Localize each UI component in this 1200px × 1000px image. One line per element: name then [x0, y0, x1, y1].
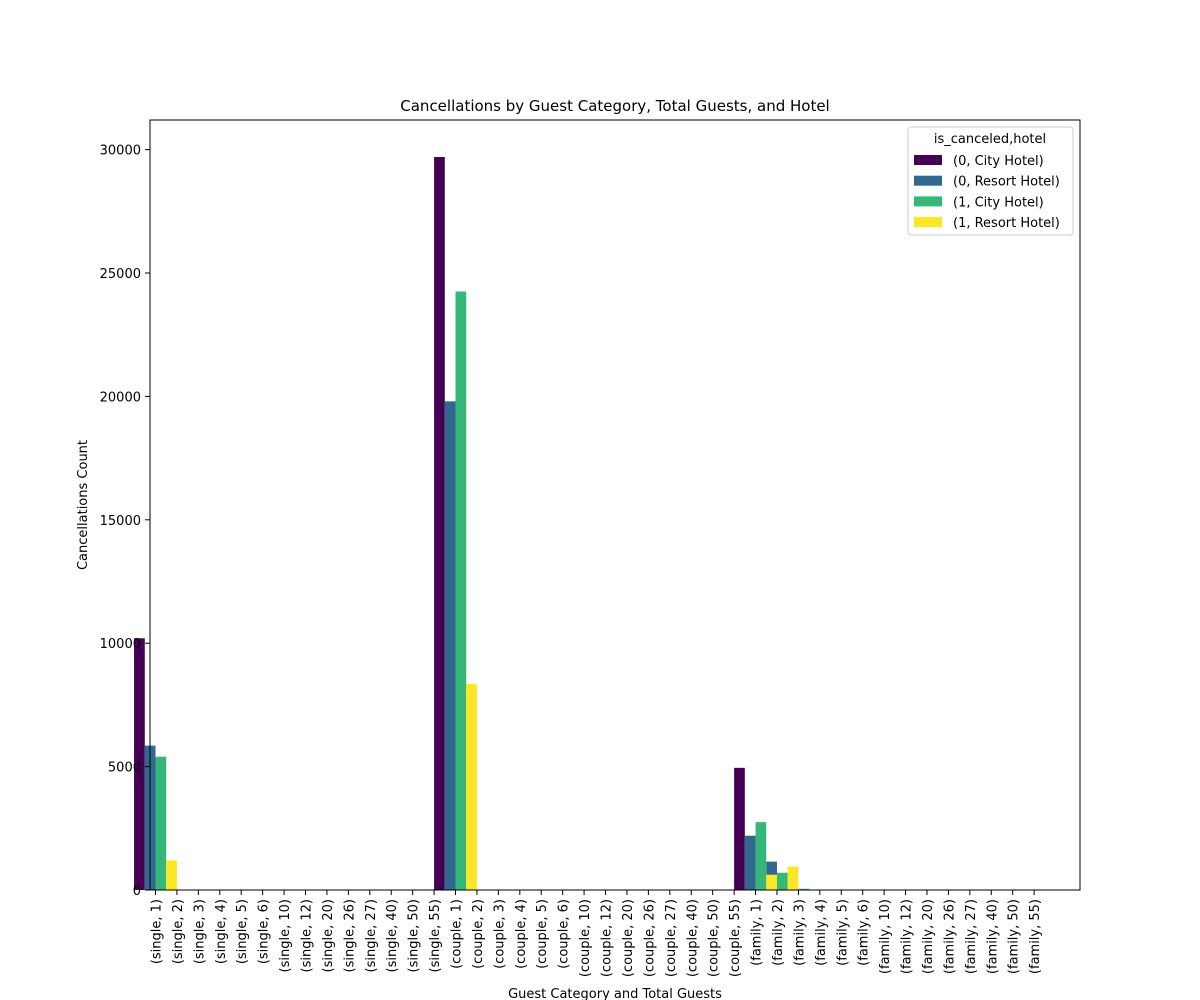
- x-tick-label-41: (family, 50): [1007, 899, 1022, 974]
- x-tick-label-8: (single, 12): [300, 899, 315, 972]
- legend-swatch-1: [914, 155, 942, 165]
- legend-label-2: (0, Resort Hotel): [953, 175, 1060, 190]
- bar-1-15: [434, 157, 445, 890]
- x-tick-label-18: (couple, 4): [514, 899, 529, 969]
- x-tick-label-17: (couple, 3): [492, 899, 507, 969]
- x-tick-label-4: (single, 4): [214, 899, 229, 964]
- legend-swatch-4: [914, 217, 942, 228]
- plot-frame: [149, 119, 1081, 891]
- bar-2-29: [744, 835, 756, 890]
- bar-2-15: [444, 401, 456, 890]
- x-tick-label-27: (couple, 50): [707, 899, 722, 977]
- bar-3-31: [798, 888, 810, 890]
- legend-label-3: (1, City Hotel): [953, 195, 1044, 210]
- bar-3-15: [455, 291, 467, 890]
- y-tick-label-1: 0: [133, 884, 141, 899]
- x-tick-label-28: (couple, 55): [728, 899, 743, 977]
- legend-label-4: (1, Resort Hotel): [953, 216, 1060, 231]
- x-tick-label-21: (couple, 10): [578, 899, 593, 977]
- x-tick-label-1: (single, 1): [150, 899, 165, 964]
- x-tick-label-34: (family, 6): [857, 899, 872, 966]
- x-tick-label-31: (family, 3): [792, 899, 807, 966]
- legend-box: [907, 126, 1074, 236]
- y-tick-label-2: 5000: [108, 761, 141, 776]
- x-tick-label-29: (family, 1): [750, 899, 765, 966]
- bar-4-29: [766, 874, 777, 890]
- x-axis-label: Guest Category and Total Guests: [508, 987, 722, 1000]
- y-tick-label-3: 10000: [100, 637, 141, 652]
- legend-label-1: (0, City Hotel): [953, 154, 1044, 169]
- y-tick-label-6: 25000: [100, 267, 141, 282]
- legend-swatch-2: [914, 175, 942, 186]
- bar-1-29: [734, 767, 745, 890]
- bar-4-1: [166, 860, 177, 890]
- y-tick-label-4: 15000: [100, 514, 141, 529]
- y-axis-label: Cancellations Count: [76, 440, 91, 570]
- y-tick-label-5: 20000: [100, 390, 141, 405]
- x-tick-label-37: (family, 20): [921, 899, 936, 974]
- x-tick-label-15: (couple, 1): [450, 899, 465, 969]
- x-tick-label-5: (single, 5): [235, 899, 250, 964]
- x-tick-label-20: (couple, 6): [557, 899, 572, 969]
- x-tick-label-35: (family, 10): [878, 899, 893, 974]
- bar-1-1: [134, 638, 145, 890]
- x-axis: (single, 1) (single, 2) (single, 3) (single…: [150, 890, 1043, 977]
- x-tick-label-42: (family, 55): [1028, 899, 1043, 974]
- bar-3-29: [755, 822, 767, 890]
- bar-4-15: [466, 683, 477, 890]
- x-tick-label-13: (single, 50): [407, 899, 422, 972]
- bar-3-1: [155, 756, 167, 890]
- x-tick-label-7: (single, 10): [278, 899, 293, 972]
- bar-4-30: [787, 866, 799, 890]
- x-tick-label-39: (family, 27): [964, 899, 979, 974]
- x-tick-label-12: (single, 40): [385, 899, 400, 972]
- x-tick-label-24: (couple, 26): [642, 899, 657, 977]
- x-tick-label-38: (family, 26): [942, 899, 957, 974]
- chart-title: Cancellations by Guest Category, Total G…: [400, 97, 829, 115]
- x-tick-label-40: (family, 40): [985, 899, 1000, 974]
- x-tick-label-19: (couple, 5): [535, 899, 550, 969]
- x-tick-label-25: (couple, 27): [664, 899, 679, 977]
- x-tick-label-11: (single, 27): [364, 899, 379, 972]
- x-tick-label-23: (couple, 20): [621, 899, 636, 977]
- x-tick-label-2: (single, 2): [171, 899, 186, 964]
- y-axis: 0 5000 10000 15000 20000 25000 30000: [100, 144, 150, 899]
- x-tick-label-32: (family, 4): [814, 899, 829, 966]
- x-tick-label-33: (family, 5): [835, 899, 850, 966]
- x-tick-label-26: (couple, 40): [685, 899, 700, 977]
- x-tick-label-16: (couple, 2): [471, 899, 486, 969]
- x-tick-label-10: (single, 26): [342, 899, 357, 972]
- x-tick-label-14: (single, 55): [428, 899, 443, 972]
- bar-3-30: [776, 872, 788, 890]
- y-tick-label-7: 30000: [100, 144, 141, 159]
- x-tick-label-30: (family, 2): [771, 899, 786, 966]
- legend-title: is_canceled,hotel: [934, 132, 1046, 147]
- x-tick-label-3: (single, 3): [192, 899, 207, 964]
- bars-group: [134, 157, 810, 891]
- x-tick-label-36: (family, 12): [900, 899, 915, 974]
- x-tick-label-22: (couple, 12): [600, 899, 615, 977]
- x-tick-label-6: (single, 6): [257, 899, 272, 964]
- legend: is_canceled,hotel (0, City Hotel) (0, Res…: [907, 126, 1074, 236]
- legend-swatch-3: [914, 196, 942, 207]
- x-tick-label-9: (single, 20): [321, 899, 336, 972]
